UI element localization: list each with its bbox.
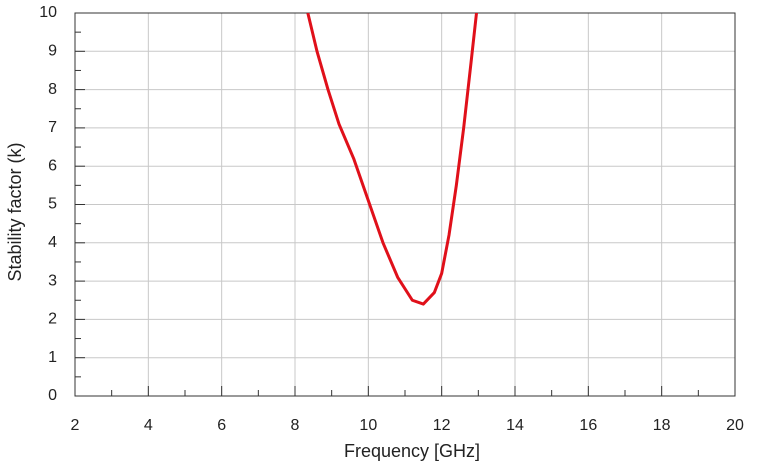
x-tick-label: 20	[726, 417, 744, 434]
x-tick-label: 12	[433, 417, 451, 434]
x-tick-label: 2	[71, 417, 80, 434]
y-tick-label: 1	[48, 349, 57, 366]
data-line	[306, 13, 478, 306]
x-tick-label: 18	[653, 417, 671, 434]
y-tick-label: 7	[48, 119, 57, 136]
y-axis-label: Stability factor (k)	[5, 142, 25, 281]
x-axis-label: Frequency [GHz]	[344, 441, 480, 461]
y-tick-label: 5	[48, 196, 57, 213]
y-tick-label: 10	[39, 4, 57, 21]
plot-frame	[74, 12, 736, 397]
x-tick-label: 14	[506, 417, 524, 434]
y-tick-label: 2	[48, 311, 57, 328]
y-tick-label: 3	[48, 272, 57, 289]
x-tick-label: 16	[579, 417, 597, 434]
y-tick-label: 9	[48, 43, 57, 60]
x-tick-label: 6	[217, 417, 226, 434]
x-tick-label: 8	[291, 417, 300, 434]
y-tick-label: 6	[48, 157, 57, 174]
y-tick-label: 4	[48, 234, 57, 251]
y-tick-label: 8	[48, 81, 57, 98]
x-tick-label: 10	[359, 417, 377, 434]
y-tick-label: 0	[48, 387, 57, 404]
x-tick-label: 4	[144, 417, 153, 434]
